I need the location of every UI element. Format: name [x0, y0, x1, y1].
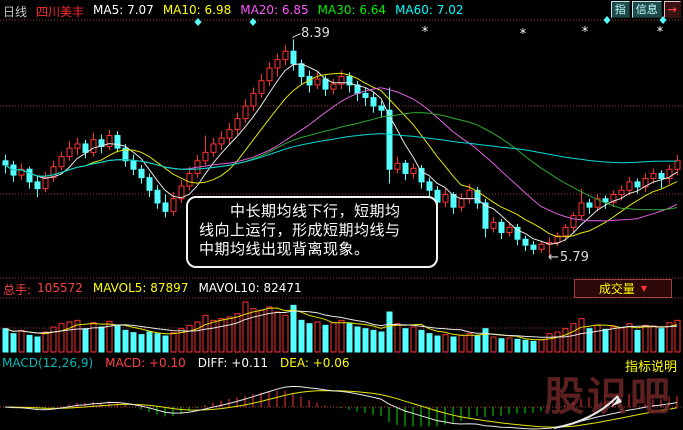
svg-text:*: *	[520, 27, 527, 42]
candlestick-series	[2, 39, 681, 259]
stock-name: 四川美丰	[36, 5, 85, 19]
top-status-bar: 日线 四川美丰 MA5: 7.07 MA10: 6.98 MA20: 6.85 …	[3, 3, 464, 19]
mavol5-value: MAVOL5: 87897	[92, 281, 189, 295]
svg-text:*: *	[422, 25, 429, 40]
volume-pane	[2, 301, 681, 353]
left-arrow-icon: ←	[548, 250, 559, 265]
dea-value: DEA: +0.06	[280, 356, 350, 370]
diff-value: DIFF: +0.11	[197, 356, 269, 370]
watermark-swoosh-icon	[553, 395, 622, 429]
price-high-label: 8.39	[301, 26, 330, 41]
total-hands-value: 105572	[37, 281, 83, 295]
indicator-help-button[interactable]: 指标说明	[624, 360, 677, 375]
info-button[interactable]: 信息	[631, 1, 662, 18]
ma10-value: MA10: 6.98	[162, 3, 232, 17]
price-low-label: ←5.79	[548, 250, 589, 265]
ma-lines	[4, 63, 678, 245]
annotation-callout: 中长期均线下行，短期均 线向上运行，形成短期均线与 中期均线出现背离现象。	[186, 196, 438, 268]
svg-text:*: *	[582, 25, 589, 40]
ma30-value: MA30: 6.64	[317, 3, 387, 17]
ma5-value: MA5: 7.07	[93, 3, 154, 17]
mavol10-value: MAVOL10: 82471	[198, 281, 302, 295]
exit-arrow-icon[interactable]: →	[663, 1, 681, 18]
ma20-value: MA20: 6.85	[240, 3, 309, 17]
macd-header: MACD(12,26,9) MACD: +0.10 DIFF: +0.11 DE…	[2, 356, 350, 370]
watermark-logo: 股识吧	[544, 374, 673, 420]
toolbar-buttons: 指 信息 →	[610, 1, 681, 18]
volume-header: 总手: 105572 MAVOL5: 87897 MAVOL10: 82471	[3, 281, 302, 298]
ma60-value: MA60: 7.02	[395, 3, 464, 17]
dropdown-arrow-icon: ▼	[640, 284, 648, 293]
price-low-value: 5.79	[559, 250, 589, 265]
svg-text:*: *	[657, 25, 664, 40]
indicator-button[interactable]: 指	[610, 1, 630, 18]
macd-name: MACD(12,26,9)	[2, 356, 94, 370]
macd-value: MACD: +0.10	[105, 356, 186, 370]
macd-pane	[0, 385, 683, 430]
volume-indicator-selector[interactable]: 成交量 ▼	[574, 279, 672, 298]
event-markers: * * * *	[194, 16, 667, 42]
total-hands-label: 总手:	[3, 283, 32, 297]
period-label: 日线	[3, 5, 28, 19]
volume-selector-label: 成交量	[598, 282, 635, 296]
